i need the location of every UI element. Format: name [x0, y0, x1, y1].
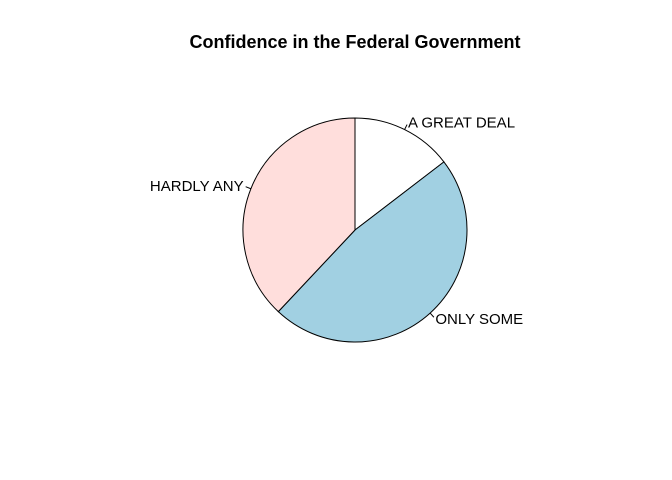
pie-label-only-some: ONLY SOME [435, 311, 523, 328]
pie-labels: A GREAT DEAL ONLY SOME HARDLY ANY [150, 115, 523, 328]
pie-leader-hardly-any [245, 186, 252, 190]
pie-label-a-great-deal: A GREAT DEAL [408, 115, 515, 132]
pie-leader-only-some [429, 312, 435, 318]
pie-leader-a-great-deal [404, 124, 408, 130]
pie-slice-hardly-any [242, 117, 356, 313]
pie-slices [242, 117, 468, 343]
pie-slice-only-some [277, 161, 468, 343]
pie-label-hardly-any: HARDLY ANY [150, 178, 244, 195]
chart-title: Confidence in the Federal Government [189, 32, 520, 52]
